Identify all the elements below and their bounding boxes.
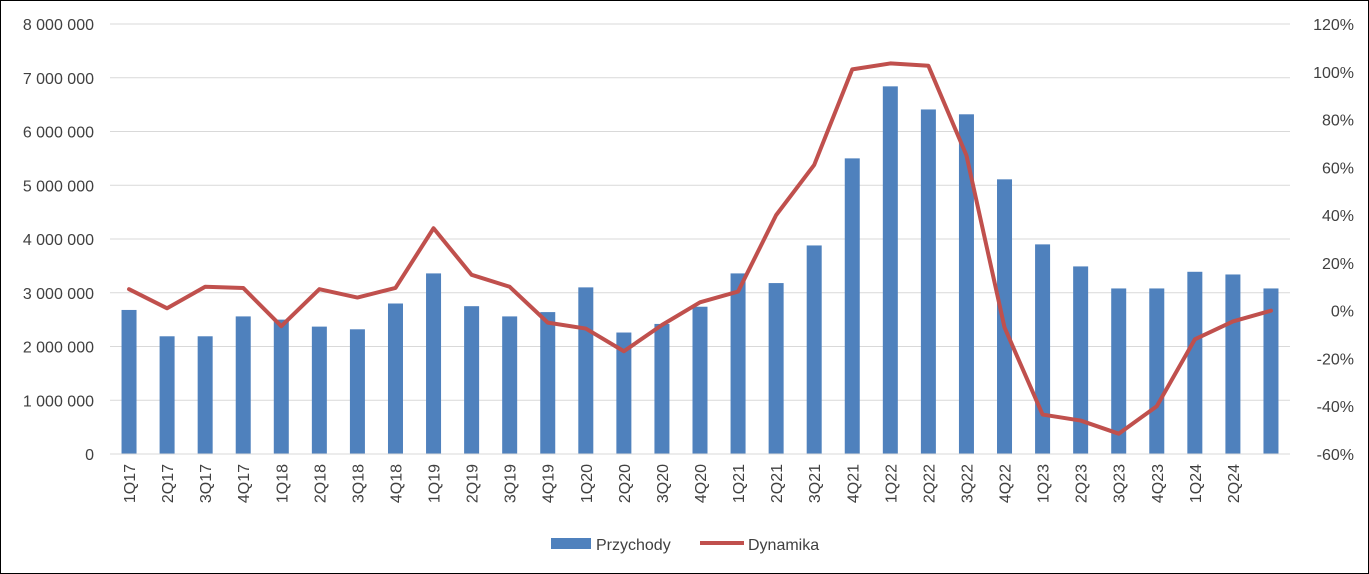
left-axis-tick-label: 6 000 000 bbox=[23, 125, 94, 142]
right-axis-tick-label: -40% bbox=[1317, 399, 1354, 416]
bar bbox=[540, 312, 556, 454]
bar bbox=[997, 179, 1013, 454]
bar-series-przychody bbox=[121, 86, 1279, 455]
x-axis-tick-label: 1Q23 bbox=[1036, 464, 1053, 503]
x-axis-tick-label: 3Q23 bbox=[1112, 464, 1129, 503]
x-axis-tick-label: 2Q22 bbox=[921, 464, 938, 503]
x-axis-tick-label: 4Q17 bbox=[236, 464, 253, 503]
x-axis-tick-label: 3Q20 bbox=[655, 464, 672, 503]
bar bbox=[121, 309, 137, 454]
bar bbox=[920, 109, 936, 455]
bar bbox=[1073, 266, 1089, 454]
bar bbox=[197, 336, 213, 454]
left-axis-tick-label: 2 000 000 bbox=[23, 340, 94, 357]
x-axis-tick-label: 1Q19 bbox=[427, 464, 444, 503]
line-series-dynamika bbox=[127, 61, 1273, 436]
bar bbox=[464, 306, 480, 454]
x-axis-tick-label: 3Q22 bbox=[959, 464, 976, 503]
left-axis-tick-label: 4 000 000 bbox=[23, 232, 94, 249]
right-axis-tick-label: 20% bbox=[1322, 256, 1354, 273]
x-axis-tick-label: 3Q19 bbox=[503, 464, 520, 503]
right-axis-tick-label: 0% bbox=[1331, 304, 1354, 321]
x-axis-tick-label: 4Q21 bbox=[845, 464, 862, 503]
bar bbox=[730, 273, 746, 454]
bar bbox=[387, 303, 403, 454]
left-axis-tick-label: 0 bbox=[85, 447, 94, 464]
bar bbox=[578, 287, 594, 454]
left-axis-tick-label: 1 000 000 bbox=[23, 393, 94, 410]
x-axis-ticks: 1Q17 2Q17 3Q17 4Q17 1Q18 2Q18 3Q18 4Q18 1Q19 2Q19… bbox=[122, 464, 1243, 503]
bar bbox=[311, 326, 327, 454]
bar bbox=[654, 323, 670, 454]
x-axis-tick-label: 1Q17 bbox=[122, 464, 139, 503]
x-axis-tick-label: 2Q21 bbox=[769, 464, 786, 503]
bar bbox=[692, 306, 708, 454]
bar bbox=[1111, 288, 1127, 454]
right-axis-ticks: -60% -40% -20% 0% 20% 40% 60% 80% 100% 120% bbox=[1313, 17, 1354, 464]
bar bbox=[159, 336, 175, 454]
bar bbox=[235, 316, 251, 454]
bar bbox=[844, 158, 860, 454]
legend-swatch-przychody bbox=[551, 538, 591, 549]
x-axis-tick-label: 1Q22 bbox=[883, 464, 900, 503]
right-axis-tick-label: -60% bbox=[1317, 447, 1354, 464]
x-axis-tick-label: 3Q21 bbox=[807, 464, 824, 503]
bar bbox=[1149, 288, 1165, 454]
bar bbox=[1263, 288, 1279, 454]
left-axis-tick-label: 5 000 000 bbox=[23, 178, 94, 195]
x-axis-tick-label: 4Q19 bbox=[541, 464, 558, 503]
right-axis-tick-label: 100% bbox=[1313, 65, 1354, 82]
x-axis-tick-label: 1Q24 bbox=[1188, 464, 1205, 503]
x-axis-tick-label: 4Q20 bbox=[693, 464, 710, 503]
left-axis-tick-label: 7 000 000 bbox=[23, 71, 94, 88]
left-axis-ticks: 0 1 000 000 2 000 000 3 000 000 4 000 000 5 0… bbox=[23, 17, 94, 464]
x-axis-tick-label: 1Q21 bbox=[731, 464, 748, 503]
bar bbox=[1225, 274, 1241, 454]
left-axis-tick-label: 3 000 000 bbox=[23, 286, 94, 303]
bar bbox=[273, 319, 289, 454]
x-axis-tick-label: 3Q18 bbox=[350, 464, 367, 503]
x-axis-tick-label: 4Q22 bbox=[998, 464, 1015, 503]
bar bbox=[426, 273, 442, 454]
right-axis-tick-label: -20% bbox=[1317, 351, 1354, 368]
x-axis-tick-label: 1Q20 bbox=[579, 464, 596, 503]
bar bbox=[1187, 271, 1203, 454]
bar bbox=[806, 245, 822, 454]
left-axis-tick-label: 8 000 000 bbox=[23, 17, 94, 34]
right-axis-tick-label: 80% bbox=[1322, 113, 1354, 130]
x-axis-tick-label: 4Q18 bbox=[388, 464, 405, 503]
x-axis-tick-label: 2Q19 bbox=[465, 464, 482, 503]
x-axis-tick-label: 2Q18 bbox=[312, 464, 329, 503]
bar bbox=[882, 86, 898, 454]
right-axis-tick-label: 40% bbox=[1322, 208, 1354, 225]
x-axis-tick-label: 4Q23 bbox=[1150, 464, 1167, 503]
gridlines bbox=[110, 23, 1290, 401]
x-axis-tick-label: 2Q17 bbox=[160, 464, 177, 503]
x-axis-tick-label: 2Q20 bbox=[617, 464, 634, 503]
bar bbox=[349, 329, 365, 454]
x-axis-tick-label: 1Q18 bbox=[274, 464, 291, 503]
bar bbox=[502, 316, 518, 454]
x-axis-tick-label: 2Q23 bbox=[1074, 464, 1091, 503]
right-axis-tick-label: 120% bbox=[1313, 17, 1354, 34]
bar bbox=[1035, 244, 1051, 454]
legend-label-dynamika: Dynamika bbox=[748, 537, 819, 554]
legend-label-przychody: Przychody bbox=[596, 537, 671, 554]
legend: Przychody Dynamika bbox=[551, 537, 819, 554]
bar bbox=[768, 283, 784, 454]
bar bbox=[958, 114, 974, 455]
dynamika-line bbox=[127, 61, 1273, 436]
bar bbox=[616, 332, 632, 454]
x-axis-tick-label: 3Q17 bbox=[198, 464, 215, 503]
right-axis-tick-label: 60% bbox=[1322, 160, 1354, 177]
x-axis-tick-label: 2Q24 bbox=[1226, 464, 1243, 503]
